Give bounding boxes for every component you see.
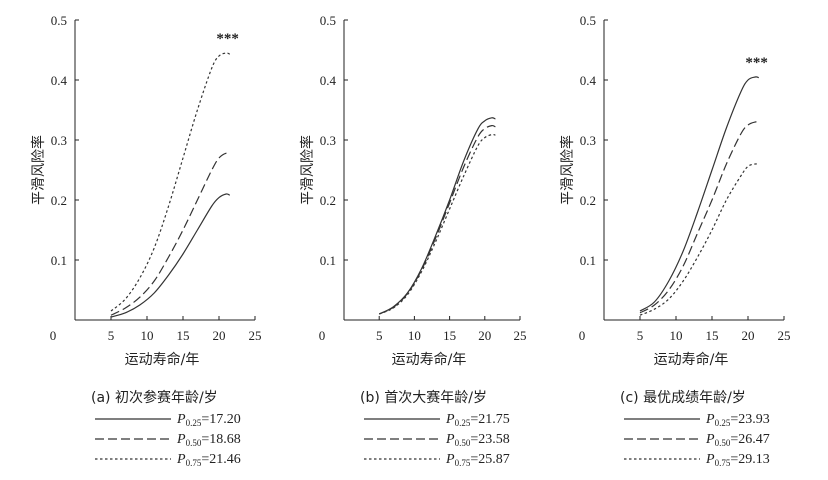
series-line-dotted xyxy=(110,52,231,312)
y-axis-label: 平滑风险率 xyxy=(299,135,316,205)
x-tick-label: 25 xyxy=(249,328,262,343)
x-axis-label: 运动寿命/年 xyxy=(392,351,467,368)
y-tick-label: 0.1 xyxy=(320,253,336,268)
x-tick-label: 5 xyxy=(637,328,644,343)
legend-entry: P0.25=21.75 xyxy=(445,412,510,428)
legend-entry: P0.25=23.93 xyxy=(705,412,770,428)
series-line-solid xyxy=(110,193,231,318)
y-tick-label: 0.4 xyxy=(51,73,68,88)
x-tick-label: 0 xyxy=(50,328,57,343)
significance-stars: *** xyxy=(216,31,239,47)
legend-entry: P0.75=21.46 xyxy=(176,452,241,468)
legend-entry: P0.50=18.68 xyxy=(176,432,241,448)
y-tick-label: 0.3 xyxy=(580,133,596,148)
y-tick-label: 0.1 xyxy=(51,253,67,268)
legend-entry: P0.75=25.87 xyxy=(445,452,510,468)
panel-caption: (c) 最优成绩年龄/岁 xyxy=(620,390,746,406)
y-tick-label: 0.2 xyxy=(320,193,336,208)
series-line-dotted xyxy=(378,133,496,315)
y-tick-label: 0.3 xyxy=(320,133,336,148)
x-tick-label: 20 xyxy=(478,328,491,343)
x-tick-label: 25 xyxy=(514,328,527,343)
y-tick-label: 0.5 xyxy=(51,13,67,28)
x-tick-label: 20 xyxy=(213,328,226,343)
y-tick-label: 0.4 xyxy=(580,73,597,88)
legend-entry: P0.75=29.13 xyxy=(705,452,770,468)
y-axis-label: 平滑风险率 xyxy=(30,135,47,205)
x-axis-label: 运动寿命/年 xyxy=(125,351,200,368)
x-tick-label: 5 xyxy=(376,328,383,343)
x-tick-label: 10 xyxy=(670,328,683,343)
x-tick-label: 0 xyxy=(319,328,326,343)
significance-stars: *** xyxy=(745,55,768,71)
y-tick-label: 0.2 xyxy=(580,193,596,208)
y-tick-label: 0.3 xyxy=(51,133,67,148)
y-axis-label: 平滑风险率 xyxy=(559,135,576,205)
legend-entry: P0.50=26.47 xyxy=(705,432,770,448)
x-tick-label: 20 xyxy=(742,328,755,343)
legend-entry: P0.50=23.58 xyxy=(445,432,510,448)
y-tick-label: 0.5 xyxy=(320,13,336,28)
x-axis-label: 运动寿命/年 xyxy=(654,351,729,368)
x-tick-label: 15 xyxy=(706,328,719,343)
legend-entry: P0.25=17.20 xyxy=(176,412,241,428)
x-tick-label: 15 xyxy=(177,328,190,343)
series-line-solid xyxy=(378,117,496,315)
series-line-solid xyxy=(639,76,759,312)
x-tick-label: 25 xyxy=(778,328,791,343)
x-tick-label: 10 xyxy=(141,328,154,343)
y-tick-label: 0.4 xyxy=(320,73,337,88)
panel-caption: (a) 初次参赛年龄/岁 xyxy=(91,389,218,406)
series-line-dotted xyxy=(639,163,759,316)
x-tick-label: 0 xyxy=(579,328,586,343)
series-line-dashed xyxy=(110,152,231,316)
x-tick-label: 15 xyxy=(443,328,456,343)
panel-caption: (b) 首次大赛年龄/岁 xyxy=(360,390,487,406)
series-line-dashed xyxy=(639,121,759,314)
x-tick-label: 5 xyxy=(108,328,115,343)
y-tick-label: 0.1 xyxy=(580,253,596,268)
y-tick-label: 0.5 xyxy=(580,13,596,28)
y-tick-label: 0.2 xyxy=(51,193,67,208)
series-line-dashed xyxy=(378,124,496,315)
x-tick-label: 10 xyxy=(408,328,421,343)
